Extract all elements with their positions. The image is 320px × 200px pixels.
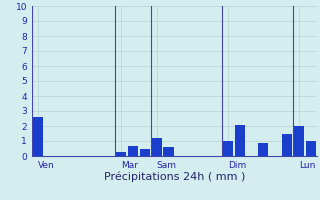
Bar xyxy=(235,124,245,156)
X-axis label: Précipitations 24h ( mm ): Précipitations 24h ( mm ) xyxy=(104,171,245,182)
Bar xyxy=(128,146,138,156)
Bar xyxy=(294,126,304,156)
Bar xyxy=(140,148,150,156)
Bar xyxy=(164,147,173,156)
Bar xyxy=(116,152,126,156)
Bar xyxy=(258,142,268,156)
Bar xyxy=(282,134,292,156)
Bar xyxy=(223,141,233,156)
Bar xyxy=(306,141,316,156)
Bar xyxy=(152,138,162,156)
Bar xyxy=(33,117,43,156)
